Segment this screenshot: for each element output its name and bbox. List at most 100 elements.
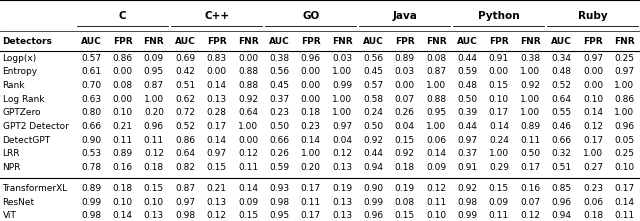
Text: 0.37: 0.37 [458,149,477,158]
Text: 0.28: 0.28 [207,108,227,117]
Text: 0.07: 0.07 [520,198,540,207]
Text: 0.89: 0.89 [520,122,540,131]
Text: 1.00: 1.00 [332,67,352,76]
Text: 0.64: 0.64 [552,95,572,104]
Text: 0.82: 0.82 [175,163,195,172]
Text: 0.92: 0.92 [364,136,383,145]
Text: 0.10: 0.10 [614,163,634,172]
Text: ViT: ViT [3,211,17,220]
Text: 0.56: 0.56 [269,67,289,76]
Text: 0.08: 0.08 [395,198,415,207]
Text: 0.10: 0.10 [489,95,509,104]
Text: 0.96: 0.96 [552,198,572,207]
Text: C++: C++ [204,11,229,21]
Text: 0.92: 0.92 [458,184,477,193]
Text: FPR: FPR [207,37,227,46]
Text: 0.99: 0.99 [458,211,477,220]
Text: 0.20: 0.20 [144,108,164,117]
Text: 0.17: 0.17 [301,184,321,193]
Text: 0.53: 0.53 [81,149,101,158]
Text: 0.18: 0.18 [583,211,603,220]
Text: 0.92: 0.92 [395,149,415,158]
Text: GPTZero: GPTZero [3,108,41,117]
Text: 0.37: 0.37 [269,95,289,104]
Text: 0.14: 0.14 [614,198,634,207]
Text: 0.86: 0.86 [113,54,132,63]
Text: 0.17: 0.17 [207,122,227,131]
Text: 1.00: 1.00 [520,95,540,104]
Text: 0.03: 0.03 [395,67,415,76]
Text: 0.00: 0.00 [113,67,132,76]
Text: 0.66: 0.66 [269,136,289,145]
Text: 0.15: 0.15 [489,184,509,193]
Text: FPR: FPR [489,37,509,46]
Text: 0.04: 0.04 [395,122,415,131]
Text: 0.00: 0.00 [301,95,321,104]
Text: 0.11: 0.11 [426,198,446,207]
Text: 0.66: 0.66 [552,136,572,145]
Text: 0.00: 0.00 [113,95,132,104]
Text: 0.13: 0.13 [332,211,352,220]
Text: 0.95: 0.95 [144,67,164,76]
Text: 0.99: 0.99 [364,198,383,207]
Text: 0.09: 0.09 [489,198,509,207]
Text: 0.15: 0.15 [238,211,258,220]
Text: 0.93: 0.93 [269,184,289,193]
Text: 1.00: 1.00 [614,81,634,90]
Text: 0.23: 0.23 [269,108,289,117]
Text: AUC: AUC [175,37,196,46]
Text: 0.15: 0.15 [489,81,509,90]
Text: 0.06: 0.06 [583,198,603,207]
Text: 0.10: 0.10 [113,108,132,117]
Text: 0.11: 0.11 [113,136,132,145]
Text: 0.26: 0.26 [395,108,415,117]
Text: 0.92: 0.92 [238,95,258,104]
Text: 0.21: 0.21 [207,184,227,193]
Text: 0.06: 0.06 [426,136,446,145]
Text: 0.92: 0.92 [520,81,540,90]
Text: 0.11: 0.11 [238,163,258,172]
Text: 0.88: 0.88 [238,81,258,90]
Text: 0.99: 0.99 [332,81,352,90]
Text: FPR: FPR [583,37,603,46]
Text: 0.64: 0.64 [238,108,258,117]
Text: 0.04: 0.04 [332,136,352,145]
Text: 0.58: 0.58 [364,95,383,104]
Text: 0.91: 0.91 [489,54,509,63]
Text: 0.05: 0.05 [614,136,634,145]
Text: 0.12: 0.12 [426,184,446,193]
Text: FNR: FNR [520,37,541,46]
Text: 0.70: 0.70 [81,81,101,90]
Text: 0.83: 0.83 [207,54,227,63]
Text: 0.23: 0.23 [301,122,321,131]
Text: 0.96: 0.96 [301,54,321,63]
Text: 0.15: 0.15 [144,184,164,193]
Text: 0.14: 0.14 [238,184,258,193]
Text: AUC: AUC [81,37,102,46]
Text: 0.50: 0.50 [458,95,477,104]
Text: 0.94: 0.94 [552,211,572,220]
Text: 0.17: 0.17 [614,184,634,193]
Text: 0.90: 0.90 [364,184,383,193]
Text: Java: Java [392,11,417,21]
Text: 0.26: 0.26 [269,149,289,158]
Text: 0.21: 0.21 [113,122,132,131]
Text: 0.97: 0.97 [332,122,352,131]
Text: 0.51: 0.51 [175,81,195,90]
Text: 0.97: 0.97 [458,136,477,145]
Text: GPT2 Detector: GPT2 Detector [3,122,68,131]
Text: 0.99: 0.99 [81,198,101,207]
Text: 0.59: 0.59 [458,67,477,76]
Text: 0.00: 0.00 [489,67,509,76]
Text: AUC: AUC [363,37,384,46]
Text: 0.11: 0.11 [614,211,634,220]
Text: 0.80: 0.80 [81,108,101,117]
Text: 0.16: 0.16 [520,184,540,193]
Text: FPR: FPR [113,37,132,46]
Text: 0.61: 0.61 [81,67,101,76]
Text: 0.13: 0.13 [144,211,164,220]
Text: 0.18: 0.18 [395,163,415,172]
Text: 0.96: 0.96 [144,122,164,131]
Text: 0.50: 0.50 [269,122,289,131]
Text: 1.00: 1.00 [489,149,509,158]
